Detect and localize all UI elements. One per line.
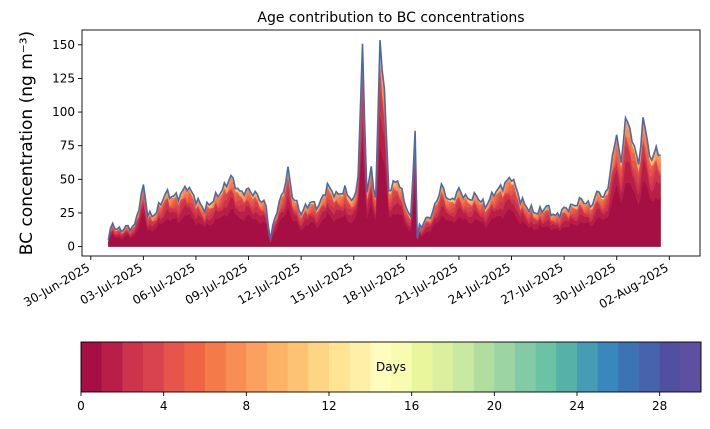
colorbar-segment-3	[143, 342, 165, 392]
colorbar-segment-16	[411, 342, 433, 392]
colorbar-segment-18	[453, 342, 475, 392]
colorbar-segment-19	[473, 342, 495, 392]
colorbar-segment-13	[349, 342, 371, 392]
total-bc-line	[107, 40, 661, 241]
colorbar-tick-label: 20	[487, 399, 502, 413]
y-tick-label: 50	[60, 172, 75, 186]
colorbar-tick-label: 12	[321, 399, 336, 413]
colorbar-segment-15	[391, 342, 413, 392]
colorbar-tick-label: 16	[404, 399, 419, 413]
colorbar-segment-12	[329, 342, 351, 392]
y-tick-label: 25	[60, 206, 75, 220]
colorbar-segment-28	[659, 342, 681, 392]
colorbar-segment-8	[246, 342, 268, 392]
plot-frame	[81, 29, 701, 257]
colorbar-tick-label: 24	[569, 399, 584, 413]
y-tick-label: 150	[52, 38, 75, 52]
colorbar-segment-24	[577, 342, 599, 392]
colorbar-segment-4	[163, 342, 185, 392]
y-tick-label: 100	[52, 105, 75, 119]
colorbar-segment-21	[515, 342, 537, 392]
days-colorbar: 0 4 8 12 16 20 24 28 Days	[77, 341, 702, 413]
colorbar-frame	[80, 341, 702, 393]
colorbar-segment-25	[597, 342, 619, 392]
colorbar-segment-0	[81, 342, 103, 392]
colorbar-tick-label: 28	[652, 399, 667, 413]
colorbar-tick-label: 0	[77, 399, 85, 413]
y-axis-label: BC concentration (ng m⁻³)	[17, 31, 37, 255]
age-band-areas	[108, 40, 661, 247]
y-tick-label: 125	[52, 71, 75, 85]
colorbar-segment-11	[308, 342, 330, 392]
y-tick-label: 75	[60, 139, 75, 153]
colorbar-segment-6	[205, 342, 227, 392]
colorbar-label: Days	[376, 360, 406, 374]
colorbar-segment-26	[618, 342, 640, 392]
colorbar-segment-22	[535, 342, 557, 392]
chart-title: Age contribution to BC concentrations	[257, 10, 524, 26]
y-tick-label: 0	[67, 240, 75, 254]
colorbar-segment-27	[639, 342, 661, 392]
colorbar-tick-label: 8	[243, 399, 251, 413]
x-axis-ticks: 30-Jun-202503-Jul-202506-Jul-202509-Jul-…	[21, 256, 671, 311]
colorbar-segment-5	[184, 342, 206, 392]
colorbar-segment-2	[122, 342, 144, 392]
y-axis-ticks: 0 25 50 75 100 125 150	[52, 38, 82, 254]
colorbar-segment-7	[225, 342, 247, 392]
colorbar-segment-9	[267, 342, 289, 392]
colorbar-tick-label: 4	[160, 399, 168, 413]
colorbar-segment-20	[494, 342, 516, 392]
colorbar-segment-1	[101, 342, 123, 392]
colorbar-segment-17	[432, 342, 454, 392]
total-series	[107, 40, 661, 241]
colorbar-segment-14	[370, 342, 392, 392]
colorbar-segment-23	[556, 342, 578, 392]
colorbar-segment-10	[287, 342, 309, 392]
colorbar-segment-29	[680, 342, 702, 392]
age-band-area-day-0	[108, 145, 661, 247]
